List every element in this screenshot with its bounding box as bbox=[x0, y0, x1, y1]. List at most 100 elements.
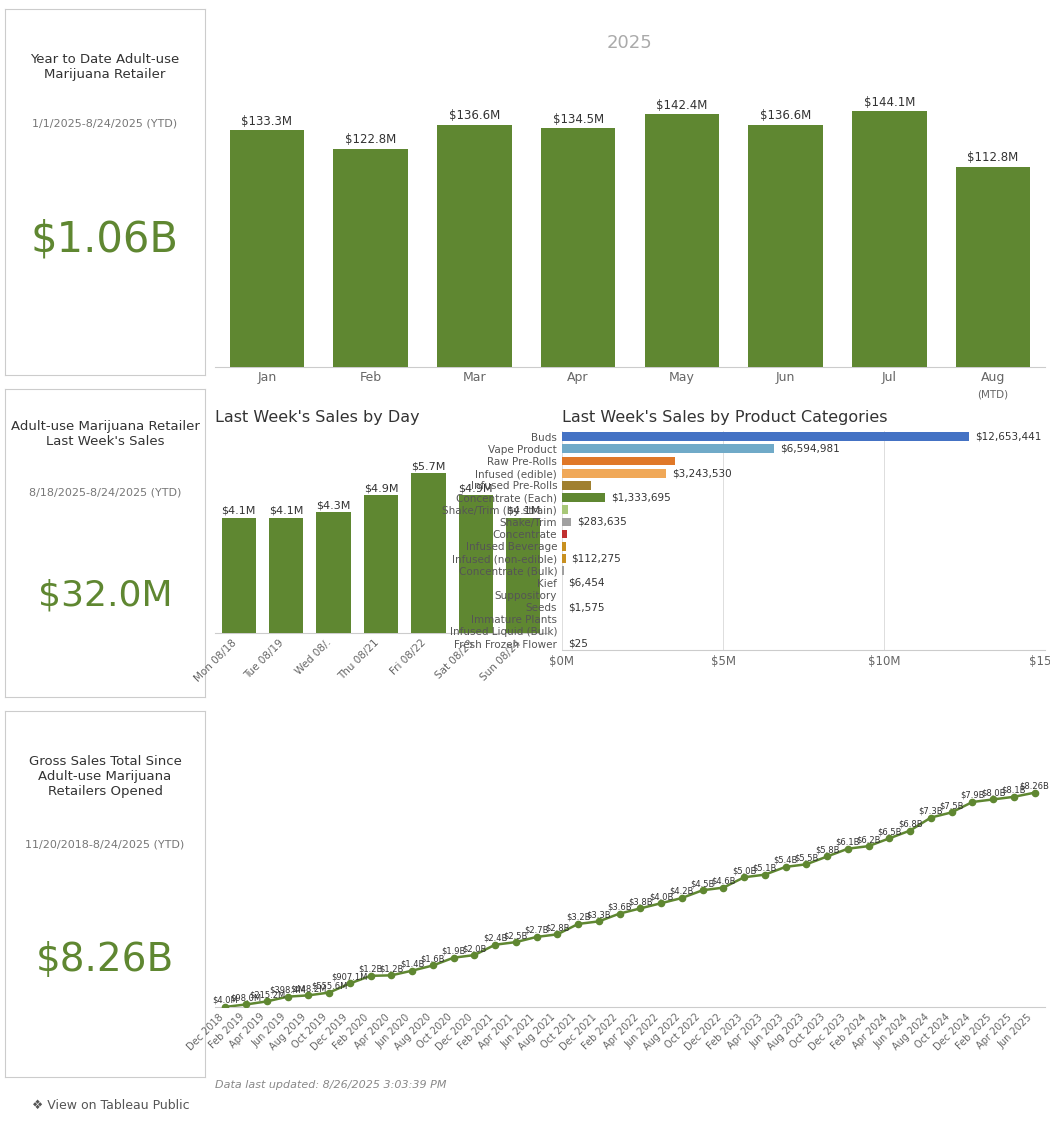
Text: $448.2M: $448.2M bbox=[290, 984, 327, 993]
Text: $5.8B: $5.8B bbox=[815, 845, 839, 854]
Bar bbox=[749, 124, 823, 366]
Point bbox=[258, 993, 275, 1011]
Text: $2.7B: $2.7B bbox=[524, 926, 549, 935]
Point bbox=[902, 822, 919, 840]
Text: Data last updated: 8/26/2025 3:03:39 PM: Data last updated: 8/26/2025 3:03:39 PM bbox=[215, 1080, 446, 1090]
Bar bbox=[506, 517, 541, 633]
Text: $5.1B: $5.1B bbox=[753, 863, 777, 872]
Point bbox=[570, 915, 587, 933]
Text: $8.26B: $8.26B bbox=[1020, 782, 1050, 790]
Text: $3.8B: $3.8B bbox=[628, 897, 653, 906]
Point bbox=[881, 829, 898, 848]
Point bbox=[964, 793, 981, 811]
Text: $4.1M: $4.1M bbox=[269, 506, 303, 516]
Point bbox=[819, 848, 836, 866]
Bar bbox=[364, 495, 398, 633]
Text: $6,454: $6,454 bbox=[568, 578, 605, 588]
Point bbox=[1006, 788, 1023, 806]
Text: $4.6B: $4.6B bbox=[711, 877, 736, 886]
Point bbox=[985, 790, 1002, 808]
Text: $5.5B: $5.5B bbox=[794, 853, 819, 862]
Text: $136.6M: $136.6M bbox=[448, 109, 500, 122]
Text: $122.8M: $122.8M bbox=[345, 133, 396, 147]
Text: $5.7M: $5.7M bbox=[412, 461, 445, 471]
Text: $1.2B: $1.2B bbox=[379, 965, 403, 974]
Point bbox=[362, 967, 379, 985]
Text: $7.9B: $7.9B bbox=[960, 791, 985, 800]
Text: $6.5B: $6.5B bbox=[877, 827, 902, 836]
Point bbox=[300, 986, 317, 1004]
Text: $112,275: $112,275 bbox=[571, 553, 622, 564]
Text: $1,333,695: $1,333,695 bbox=[611, 492, 671, 503]
Text: $144.1M: $144.1M bbox=[864, 96, 915, 108]
Text: $98.0M: $98.0M bbox=[231, 993, 261, 1002]
Text: $1.9B: $1.9B bbox=[441, 947, 466, 956]
Bar bbox=[562, 505, 568, 514]
Text: $6.2B: $6.2B bbox=[857, 835, 881, 844]
Text: $25: $25 bbox=[568, 639, 588, 649]
Bar bbox=[562, 554, 566, 562]
Text: $8.0B: $8.0B bbox=[981, 788, 1006, 797]
Point bbox=[528, 928, 545, 946]
Text: 8/18/2025-8/24/2025 (YTD): 8/18/2025-8/24/2025 (YTD) bbox=[28, 488, 182, 497]
Text: $4.0M: $4.0M bbox=[212, 996, 238, 1005]
Text: $4.1M: $4.1M bbox=[506, 506, 541, 516]
Point bbox=[736, 868, 753, 886]
Point bbox=[673, 889, 690, 907]
Text: $398.4M: $398.4M bbox=[270, 986, 306, 994]
Text: $2.5B: $2.5B bbox=[504, 931, 528, 940]
Point bbox=[403, 961, 420, 979]
Text: $8.26B: $8.26B bbox=[36, 941, 174, 979]
Point bbox=[632, 899, 649, 917]
Bar bbox=[562, 530, 567, 539]
Point bbox=[341, 975, 358, 993]
Text: $4.9M: $4.9M bbox=[459, 483, 494, 494]
Point bbox=[653, 894, 670, 912]
Text: $6.1B: $6.1B bbox=[836, 837, 860, 846]
Text: $1.2B: $1.2B bbox=[358, 965, 383, 974]
Text: $215.2M: $215.2M bbox=[249, 991, 285, 1000]
Bar bbox=[333, 149, 408, 366]
Point bbox=[237, 995, 254, 1013]
Text: $7.3B: $7.3B bbox=[919, 807, 943, 816]
Point bbox=[860, 837, 877, 855]
Point bbox=[487, 935, 504, 953]
Bar bbox=[562, 542, 566, 551]
Point bbox=[694, 881, 711, 899]
Point bbox=[466, 946, 483, 964]
Text: $283,635: $283,635 bbox=[576, 517, 627, 527]
Bar bbox=[562, 469, 667, 478]
Bar bbox=[956, 167, 1030, 366]
Point bbox=[507, 933, 524, 951]
Bar bbox=[316, 512, 351, 633]
Text: $1,575: $1,575 bbox=[568, 602, 605, 612]
Text: 11/20/2018-8/24/2025 (YTD): 11/20/2018-8/24/2025 (YTD) bbox=[25, 840, 185, 850]
Text: $1.6B: $1.6B bbox=[421, 955, 445, 964]
Bar bbox=[562, 433, 969, 441]
Text: $133.3M: $133.3M bbox=[242, 115, 292, 127]
Point bbox=[798, 855, 815, 873]
Bar bbox=[437, 124, 511, 366]
Point bbox=[611, 905, 628, 923]
Text: $12,653,441: $12,653,441 bbox=[975, 432, 1042, 442]
Text: $2.0B: $2.0B bbox=[462, 944, 486, 953]
Text: $5.4B: $5.4B bbox=[774, 855, 798, 864]
Text: 1/1/2025-8/24/2025 (YTD): 1/1/2025-8/24/2025 (YTD) bbox=[33, 118, 177, 128]
Bar bbox=[562, 481, 591, 490]
Text: $2.8B: $2.8B bbox=[545, 923, 569, 932]
Text: $4.9M: $4.9M bbox=[363, 483, 398, 494]
Text: $1.06B: $1.06B bbox=[32, 219, 178, 260]
Text: $32.0M: $32.0M bbox=[38, 578, 172, 612]
Point bbox=[590, 913, 607, 931]
Text: $4.2B: $4.2B bbox=[670, 887, 694, 896]
Title: 2025: 2025 bbox=[607, 34, 653, 52]
Bar bbox=[230, 131, 304, 366]
Bar bbox=[562, 494, 605, 502]
Bar bbox=[562, 456, 675, 465]
Text: $4.0B: $4.0B bbox=[649, 893, 673, 902]
Text: $5.0B: $5.0B bbox=[732, 867, 756, 876]
Bar bbox=[269, 517, 303, 633]
Bar bbox=[562, 566, 564, 575]
Text: $3.3B: $3.3B bbox=[587, 911, 611, 920]
Point bbox=[923, 808, 940, 826]
